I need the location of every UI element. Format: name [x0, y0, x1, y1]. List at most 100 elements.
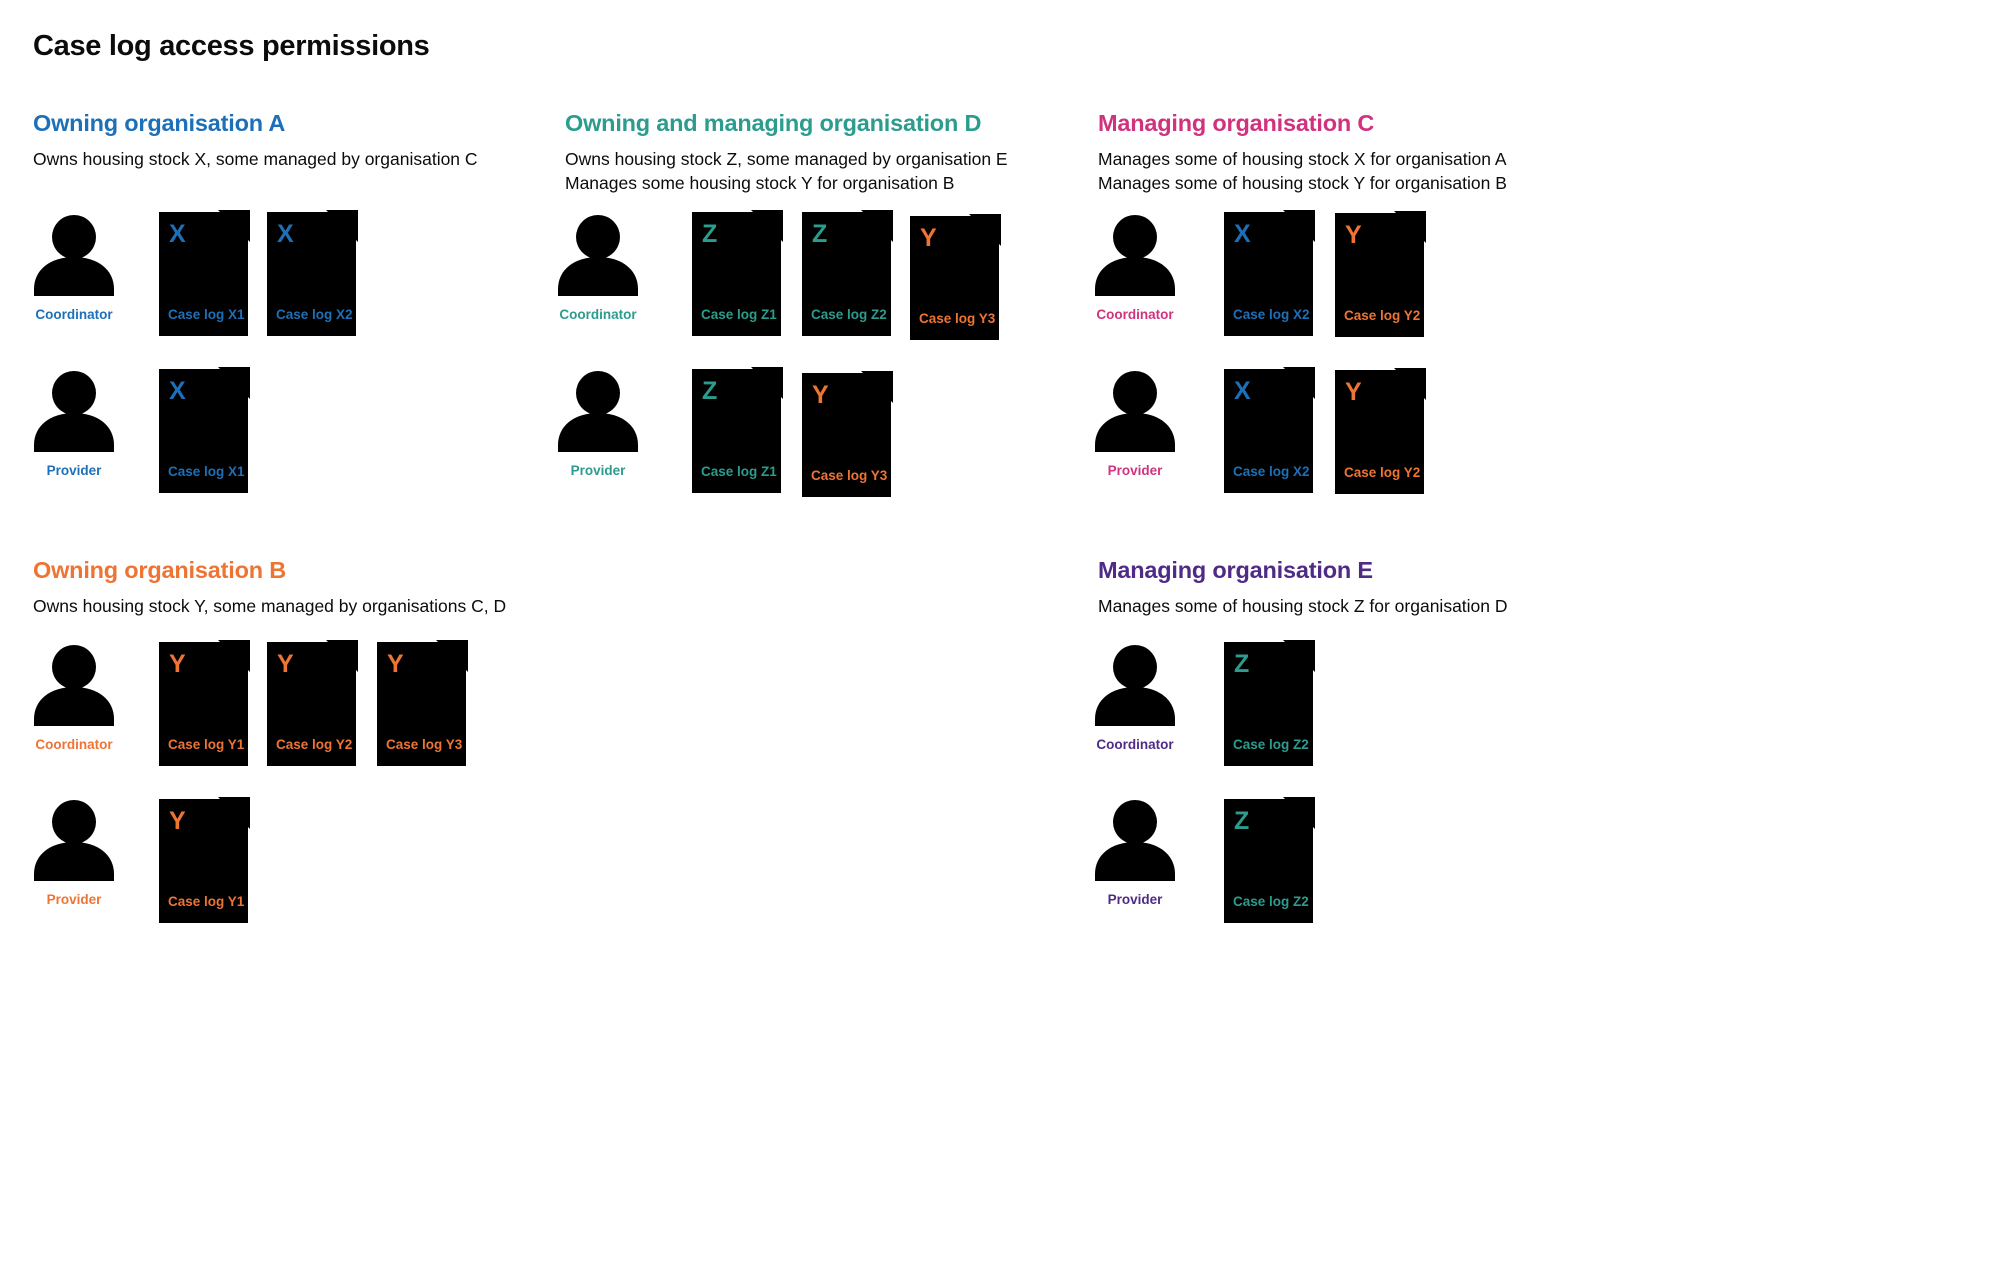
document-icon: X Case log X2 [267, 210, 358, 336]
role-label: Provider [46, 892, 102, 907]
stock-letter: Y [1345, 378, 1362, 406]
stock-letter: X [1234, 377, 1251, 405]
case-log-document: Y Case log Y3 [908, 214, 1001, 342]
document-icon: Z Case log Z2 [802, 210, 893, 336]
stock-letter: X [169, 377, 186, 405]
role-label: Coordinator [1096, 737, 1174, 752]
document-icon: Z Case log Z2 [1224, 797, 1315, 923]
stock-letter: Z [812, 220, 827, 248]
case-log-label: Case log Z1 [701, 307, 777, 322]
section-description-org-c: Manages some of housing stock X for orga… [1098, 147, 1507, 195]
case-log-document: Y Case log Y3 [800, 371, 893, 499]
stock-letter: Y [277, 650, 294, 678]
person-icon [558, 371, 638, 452]
stock-letter: Y [169, 650, 186, 678]
case-log-label: Case log X1 [168, 464, 245, 479]
description-line: Manages some of housing stock Y for orga… [1098, 173, 1507, 193]
case-log-label: Case log Y3 [919, 311, 996, 326]
person-icon [34, 215, 114, 296]
case-log-document: Y Case log Y1 [157, 797, 250, 925]
case-log-document: Z Case log Z2 [800, 210, 893, 338]
document-icon: Z Case log Z1 [692, 210, 783, 336]
provider-figure-org-b: Provider [30, 800, 118, 907]
coordinator-figure-org-b: Coordinator [30, 645, 118, 752]
person-icon [1095, 645, 1175, 726]
role-label: Provider [1107, 463, 1163, 478]
case-log-label: Case log Y1 [168, 894, 245, 909]
case-log-document: X Case log X2 [265, 210, 358, 338]
section-description-org-d: Owns housing stock Z, some managed by or… [565, 147, 1008, 195]
document-icon: Z Case log Z1 [692, 367, 783, 493]
case-log-document: Y Case log Y3 [375, 640, 468, 768]
stock-letter: Z [1234, 807, 1249, 835]
document-icon: Z Case log Z2 [1224, 640, 1315, 766]
role-label: Coordinator [559, 307, 637, 322]
provider-figure-org-a: Provider [30, 371, 118, 478]
person-icon [34, 645, 114, 726]
person-icon [1095, 215, 1175, 296]
person-icon [558, 215, 638, 296]
document-icon: X Case log X2 [1224, 210, 1315, 336]
role-label: Coordinator [35, 307, 113, 322]
stock-letter: X [277, 220, 294, 248]
case-log-label: Case log X2 [276, 307, 353, 322]
provider-figure-org-d: Provider [554, 371, 642, 478]
stock-letter: Y [169, 807, 186, 835]
description-line: Owns housing stock Z, some managed by or… [565, 149, 1008, 169]
description-line: Manages some of housing stock Z for orga… [1098, 596, 1508, 616]
section-heading-org-b: Owning organisation B [33, 557, 286, 583]
section-heading-org-a: Owning organisation A [33, 110, 286, 136]
section-description-org-a: Owns housing stock X, some managed by or… [33, 147, 478, 171]
case-log-document: Z Case log Z1 [690, 210, 783, 338]
case-log-document: Z Case log Z2 [1222, 640, 1315, 768]
stock-letter: X [169, 220, 186, 248]
provider-figure-org-c: Provider [1091, 371, 1179, 478]
document-icon: Y Case log Y3 [910, 214, 1001, 340]
stock-letter: Y [1345, 221, 1362, 249]
description-line: Owns housing stock X, some managed by or… [33, 149, 478, 169]
case-log-label: Case log Z2 [1233, 737, 1309, 752]
document-icon: Y Case log Y2 [1335, 211, 1426, 337]
description-line: Owns housing stock Y, some managed by or… [33, 596, 507, 616]
section-description-org-b: Owns housing stock Y, some managed by or… [33, 594, 506, 618]
case-log-label: Case log Y3 [811, 468, 888, 483]
section-description-org-e: Manages some of housing stock Z for orga… [1098, 594, 1508, 618]
case-log-label: Case log X1 [168, 307, 245, 322]
case-log-document: Y Case log Y2 [1333, 368, 1426, 496]
document-icon: Y Case log Y2 [267, 640, 358, 766]
case-log-document: Z Case log Z1 [690, 367, 783, 495]
role-label: Coordinator [1096, 307, 1174, 322]
stock-letter: Z [702, 220, 717, 248]
case-log-label: Case log Y2 [1344, 308, 1420, 323]
section-heading-org-d: Owning and managing organisation D [565, 110, 982, 136]
page-title: Case log access permissions [33, 30, 430, 62]
stock-letter: Z [1234, 650, 1249, 678]
case-log-label: Case log X2 [1233, 307, 1310, 322]
person-icon [1095, 371, 1175, 452]
case-log-document: X Case log X2 [1222, 210, 1315, 338]
section-heading-org-c: Managing organisation C [1098, 110, 1375, 136]
case-log-label: Case log Y3 [386, 737, 463, 752]
role-label: Provider [46, 463, 102, 478]
description-line: Manages some housing stock Y for organis… [565, 173, 955, 193]
document-icon: Y Case log Y3 [377, 640, 468, 766]
case-log-document: Y Case log Y1 [157, 640, 250, 768]
case-log-document: Z Case log Z2 [1222, 797, 1315, 925]
document-icon: Y Case log Y1 [159, 797, 250, 923]
case-log-document: Y Case log Y2 [1333, 211, 1426, 339]
document-icon: X Case log X1 [159, 210, 250, 336]
case-log-label: Case log X2 [1233, 464, 1310, 479]
document-icon: X Case log X2 [1224, 367, 1315, 493]
case-log-label: Case log Z2 [1233, 894, 1309, 909]
provider-figure-org-e: Provider [1091, 800, 1179, 907]
role-label: Provider [1107, 892, 1163, 907]
stock-letter: X [1234, 220, 1251, 248]
stock-letter: Z [702, 377, 717, 405]
document-icon: X Case log X1 [159, 367, 250, 493]
case-log-label: Case log Z2 [811, 307, 887, 322]
stock-letter: Y [387, 650, 404, 678]
person-icon [34, 371, 114, 452]
case-log-label: Case log Y1 [168, 737, 245, 752]
case-log-document: X Case log X1 [157, 367, 250, 495]
